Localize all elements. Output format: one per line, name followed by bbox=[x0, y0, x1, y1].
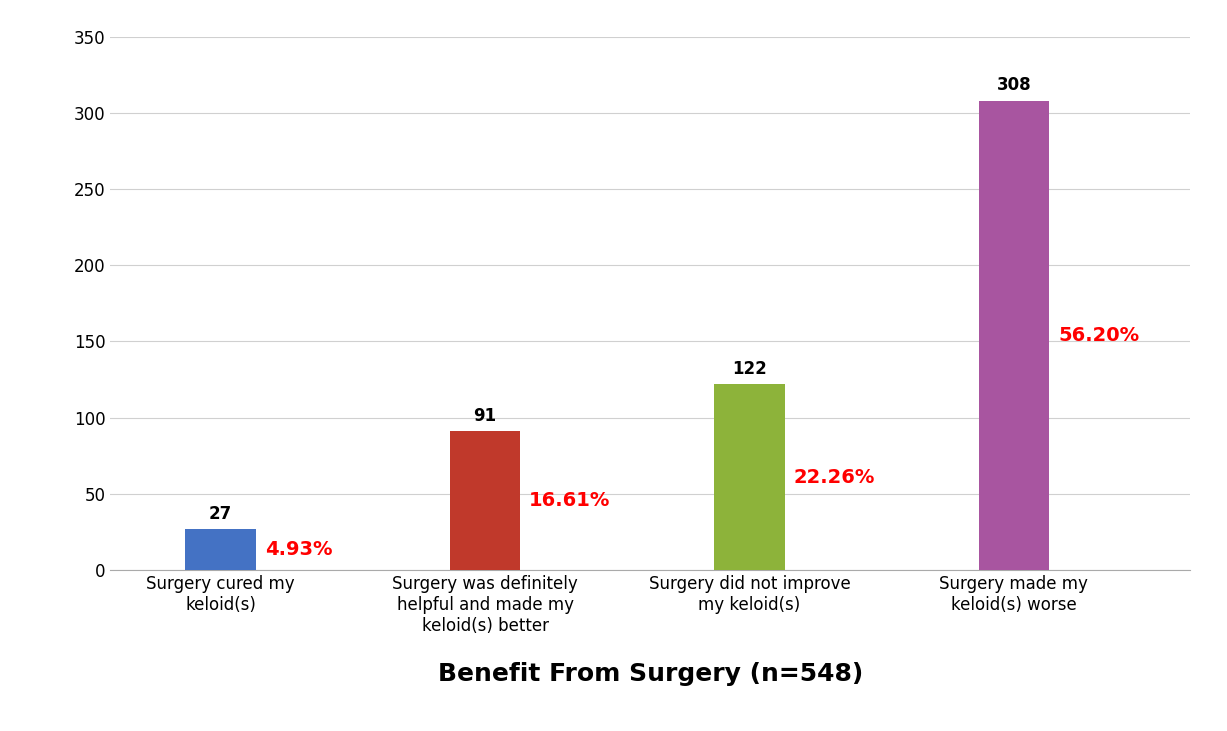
Text: 56.20%: 56.20% bbox=[1058, 326, 1139, 345]
Text: 27: 27 bbox=[209, 505, 232, 523]
Bar bbox=[450, 431, 520, 570]
Text: 308: 308 bbox=[996, 77, 1031, 94]
X-axis label: Benefit From Surgery (n=548): Benefit From Surgery (n=548) bbox=[438, 662, 863, 686]
Text: 122: 122 bbox=[733, 360, 767, 378]
Bar bbox=[185, 529, 256, 570]
Text: 4.93%: 4.93% bbox=[265, 540, 333, 559]
Text: 16.61%: 16.61% bbox=[529, 491, 611, 510]
Text: 91: 91 bbox=[474, 407, 497, 425]
Bar bbox=[979, 101, 1049, 570]
Text: 22.26%: 22.26% bbox=[794, 468, 875, 487]
Bar bbox=[714, 385, 785, 570]
